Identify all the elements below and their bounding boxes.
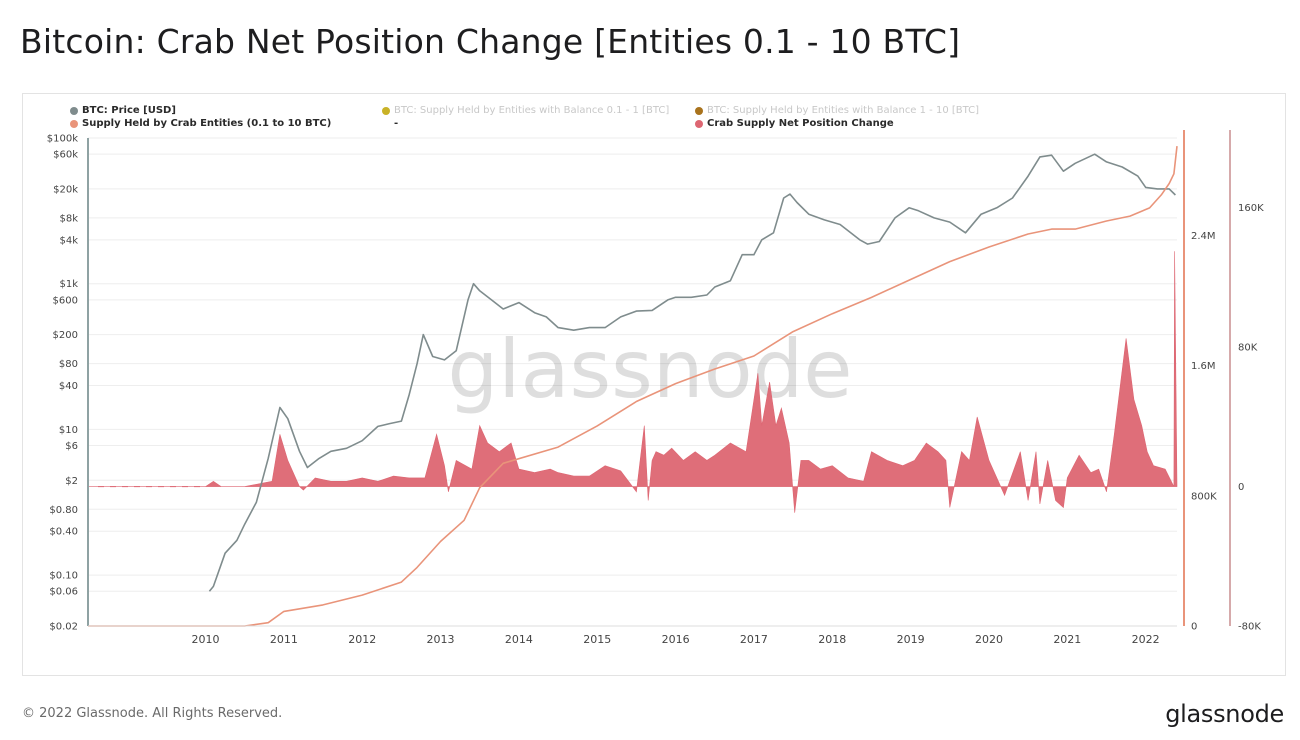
legend-dot-icon [695, 119, 703, 128]
legend-dot-icon [382, 106, 390, 115]
legend-item-btc-price[interactable]: BTC: Price [USD] [70, 105, 176, 116]
legend-item-crab-supply[interactable]: Supply Held by Crab Entities (0.1 to 10 … [70, 118, 331, 129]
legend-label: - [394, 118, 399, 129]
legend-dot-icon [70, 106, 78, 115]
legend-item-supply-0-1-to-1[interactable]: BTC: Supply Held by Entities with Balanc… [382, 105, 669, 116]
legend-label: Crab Supply Net Position Change [707, 118, 894, 129]
legend-label: BTC: Supply Held by Entities with Balanc… [707, 105, 980, 116]
brand-logo: glassnode [1165, 700, 1284, 728]
legend-item-dash[interactable]: - [394, 118, 398, 129]
legend-item-crab-net-position[interactable]: Crab Supply Net Position Change [695, 118, 894, 129]
chart-panel [22, 93, 1286, 676]
legend-label: BTC: Supply Held by Entities with Balanc… [394, 105, 670, 116]
copyright: © 2022 Glassnode. All Rights Reserved. [22, 706, 283, 721]
legend-label: BTC: Price [USD] [82, 105, 176, 116]
legend-label: Supply Held by Crab Entities (0.1 to 10 … [82, 118, 332, 129]
page-title: Bitcoin: Crab Net Position Change [Entit… [20, 22, 961, 61]
legend-dot-icon [695, 106, 703, 115]
legend-item-supply-1-to-10[interactable]: BTC: Supply Held by Entities with Balanc… [695, 105, 979, 116]
legend-dot-icon [70, 119, 78, 128]
